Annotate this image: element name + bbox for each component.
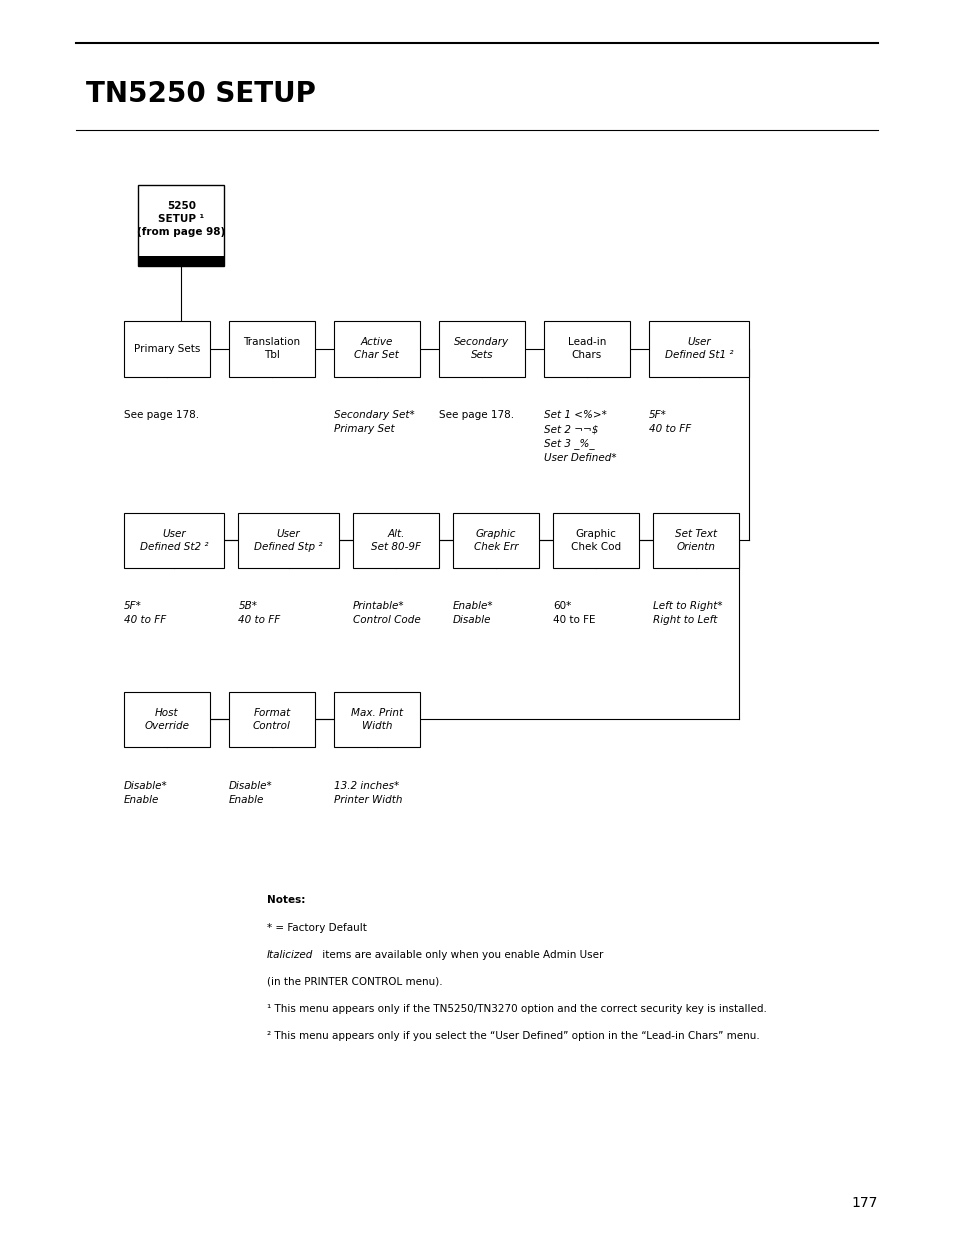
Text: Notes:: Notes: [267,895,305,905]
Text: Left to Right*
Right to Left: Left to Right* Right to Left [653,601,722,625]
FancyBboxPatch shape [229,321,314,377]
Text: Graphic
Chek Err: Graphic Chek Err [474,529,517,552]
Text: User
Defined Stp ²: User Defined Stp ² [254,529,322,552]
Text: 177: 177 [850,1197,877,1210]
Text: Secondary Set*
Primary Set: Secondary Set* Primary Set [334,410,415,433]
Text: 13.2 inches*
Printer Width: 13.2 inches* Printer Width [334,781,402,804]
Text: Lead-in
Chars: Lead-in Chars [567,337,605,361]
Text: Printable*
Control Code: Printable* Control Code [353,601,420,625]
FancyBboxPatch shape [353,513,438,568]
FancyBboxPatch shape [124,513,224,568]
Text: 5F*
40 to FF: 5F* 40 to FF [124,601,166,625]
Text: Format
Control: Format Control [253,708,291,731]
Text: See page 178.: See page 178. [124,410,199,420]
Text: Disable*
Enable: Disable* Enable [229,781,273,804]
Text: (in the PRINTER CONTROL menu).: (in the PRINTER CONTROL menu). [267,977,442,987]
Text: User
Defined St2 ²: User Defined St2 ² [140,529,208,552]
Text: See page 178.: See page 178. [438,410,514,420]
Text: Translation
Tbl: Translation Tbl [243,337,300,361]
Text: TN5250 SETUP: TN5250 SETUP [86,80,315,109]
Text: 5F*
40 to FF: 5F* 40 to FF [648,410,690,433]
Text: Graphic
Chek Cod: Graphic Chek Cod [571,529,620,552]
Text: Alt.
Set 80-9F: Alt. Set 80-9F [371,529,420,552]
FancyBboxPatch shape [138,256,224,266]
Text: ² This menu appears only if you select the “User Defined” option in the “Lead-in: ² This menu appears only if you select t… [267,1031,760,1041]
Text: Secondary
Sets: Secondary Sets [454,337,509,361]
Text: * = Factory Default: * = Factory Default [267,923,367,932]
Text: User
Defined St1 ²: User Defined St1 ² [664,337,732,361]
Text: Italicized: Italicized [267,950,314,960]
Text: Host
Override: Host Override [144,708,190,731]
FancyBboxPatch shape [648,321,748,377]
FancyBboxPatch shape [553,513,639,568]
FancyBboxPatch shape [334,692,419,747]
FancyBboxPatch shape [138,185,224,266]
Text: items are available only when you enable Admin User: items are available only when you enable… [318,950,602,960]
Text: ¹ This menu appears only if the TN5250/TN3270 option and the correct security ke: ¹ This menu appears only if the TN5250/T… [267,1004,766,1014]
FancyBboxPatch shape [543,321,629,377]
FancyBboxPatch shape [438,321,524,377]
FancyBboxPatch shape [124,321,210,377]
Text: 5250
SETUP ¹
(from page 98): 5250 SETUP ¹ (from page 98) [137,201,225,237]
FancyBboxPatch shape [334,321,419,377]
Text: Disable*
Enable: Disable* Enable [124,781,168,804]
Text: 60*
40 to FE: 60* 40 to FE [553,601,596,625]
Text: Enable*
Disable: Enable* Disable [453,601,494,625]
Text: Primary Sets: Primary Sets [133,343,200,354]
Text: Set Text
Orientn: Set Text Orientn [675,529,717,552]
FancyBboxPatch shape [229,692,314,747]
FancyBboxPatch shape [238,513,338,568]
Text: 5B*
40 to FF: 5B* 40 to FF [238,601,280,625]
FancyBboxPatch shape [653,513,739,568]
Text: Active
Char Set: Active Char Set [354,337,399,361]
Text: Set 1 <%>*
Set 2 ¬¬$
Set 3 _%_
User Defined*: Set 1 <%>* Set 2 ¬¬$ Set 3 _%_ User Defi… [543,410,616,463]
FancyBboxPatch shape [124,692,210,747]
FancyBboxPatch shape [453,513,538,568]
Text: Max. Print
Width: Max. Print Width [351,708,402,731]
